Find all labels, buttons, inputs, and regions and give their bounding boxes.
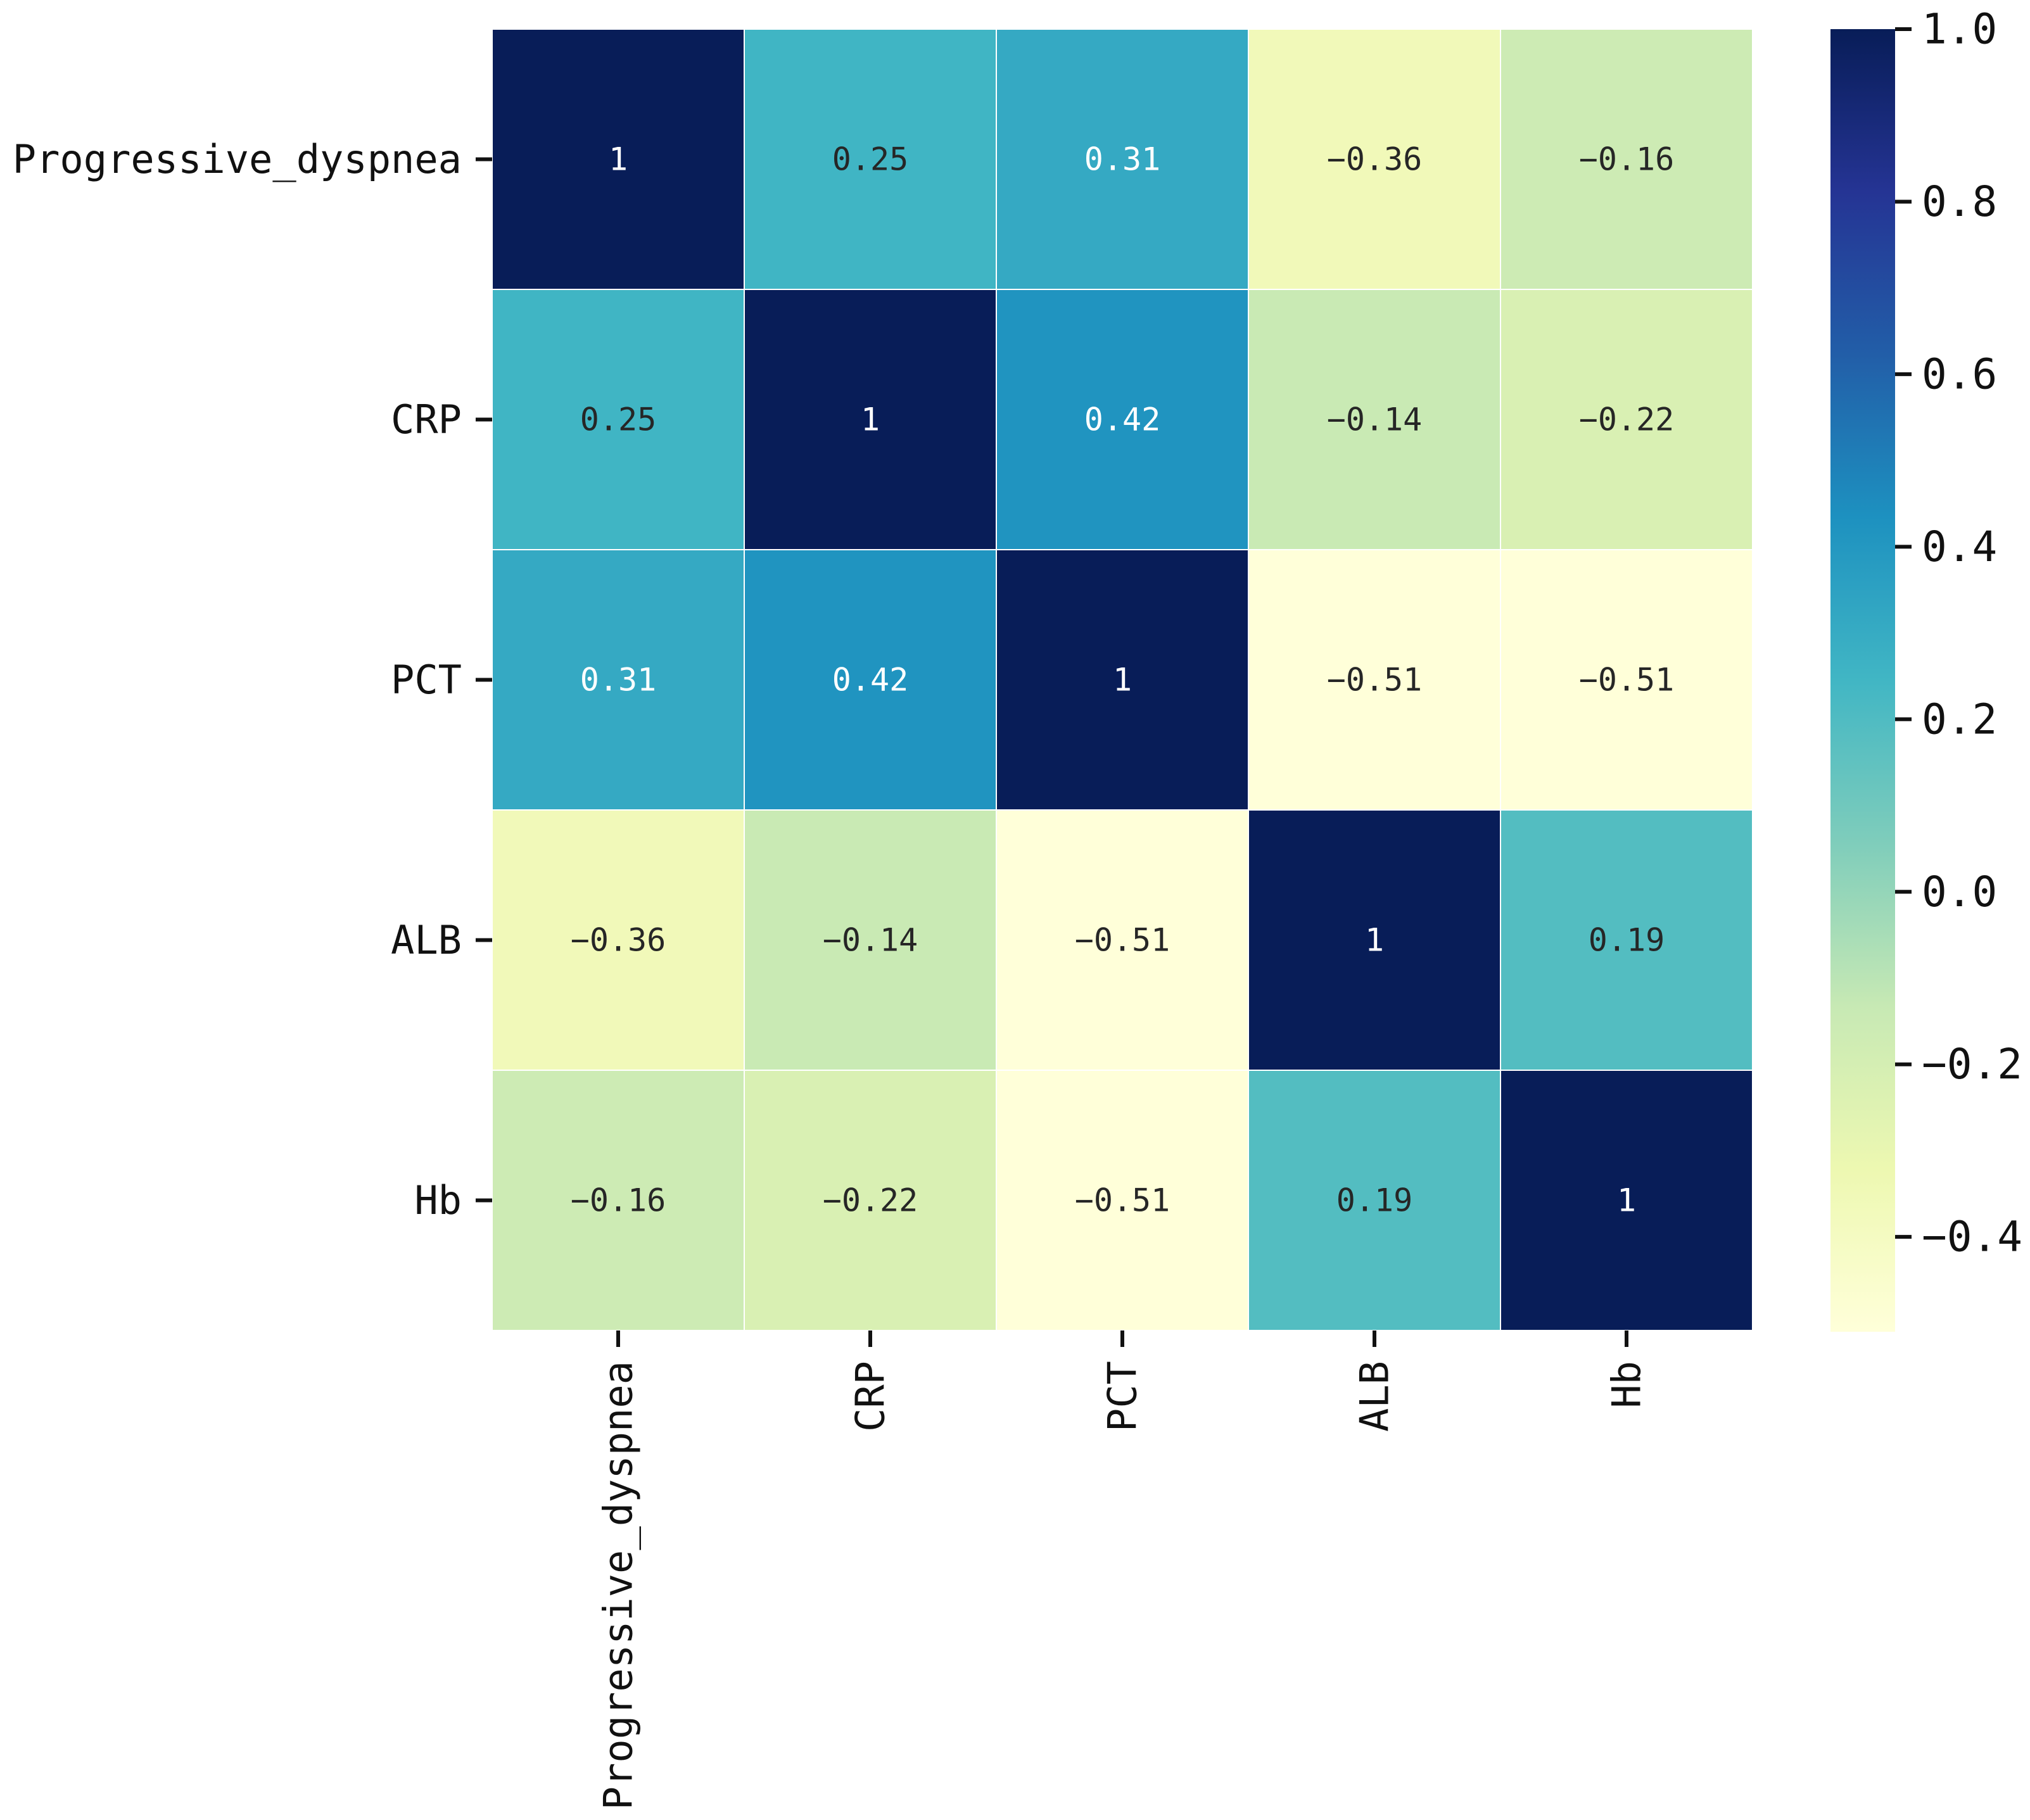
- y-tick-label: ALB: [391, 917, 462, 963]
- heatmap-cell: [744, 809, 997, 1071]
- cell-value-label: −0.51: [1075, 922, 1170, 959]
- cell-value-label: 0.25: [832, 141, 908, 178]
- heatmap-cell-labels: 1 0.25 0.31 −0.36 −0.16 0.25 1 0.42 −0.14 −0.22 0.…: [571, 141, 1675, 1219]
- cell-value-label: 1: [609, 141, 628, 178]
- cell-value-label: −0.14: [1327, 401, 1423, 438]
- heatmap-cell: [492, 1070, 745, 1331]
- cell-value-label: 1: [1617, 1182, 1636, 1219]
- cell-value-label: 0.42: [832, 662, 908, 698]
- cell-value-label: −0.22: [823, 1182, 918, 1219]
- y-tick-label: PCT: [391, 657, 462, 703]
- heatmap-cell: [996, 289, 1249, 550]
- colorbar: 1.0 0.8 0.6 0.4 0.2 0.0 −0.2 −0.4: [1830, 5, 2022, 1332]
- colorbar-rect: [1830, 29, 1895, 1332]
- cell-value-label: −0.51: [1579, 662, 1675, 698]
- y-axis: Progressive_dyspnea CRP PCT ALB Hb: [13, 136, 492, 1223]
- cell-value-label: 0.19: [1589, 922, 1665, 959]
- cell-value-label: −0.36: [571, 922, 666, 959]
- heatmap-cell: [1248, 549, 1501, 811]
- heatmap-cell: [1248, 809, 1501, 1071]
- cell-value-label: 1: [861, 401, 880, 438]
- heatmap-cell: [1500, 289, 1753, 550]
- heatmap-cell: [492, 289, 745, 550]
- heatmap-cell: [492, 28, 745, 290]
- heatmap-cells: [492, 28, 1753, 1331]
- heatmap-cell: [996, 809, 1249, 1071]
- heatmap-cell: [744, 289, 997, 550]
- y-tick-label: Progressive_dyspnea: [13, 136, 462, 182]
- x-tick-label: Hb: [1604, 1361, 1650, 1408]
- heatmap-cell: [996, 1070, 1249, 1331]
- heatmap-cell: [744, 28, 997, 290]
- heatmap-cell: [1500, 28, 1753, 290]
- y-tick-label: Hb: [414, 1177, 462, 1223]
- cell-value-label: −0.22: [1579, 401, 1675, 438]
- cell-value-label: −0.51: [1075, 1182, 1170, 1219]
- cell-value-label: 1: [1365, 922, 1384, 959]
- colorbar-tick-label: 0.0: [1922, 868, 1997, 916]
- cell-value-label: −0.51: [1327, 662, 1423, 698]
- cell-value-label: 0.25: [580, 401, 656, 438]
- heatmap-cell: [996, 28, 1249, 290]
- heatmap-cell: [1500, 809, 1753, 1071]
- cell-value-label: −0.36: [1327, 141, 1423, 178]
- heatmap-cell: [1500, 1070, 1753, 1331]
- x-tick-label: Progressive_dyspnea: [595, 1361, 642, 1810]
- cell-value-label: 0.42: [1084, 401, 1160, 438]
- colorbar-tick-label: 0.4: [1922, 522, 1997, 571]
- cell-value-label: 1: [1113, 662, 1132, 698]
- heatmap-cell: [1500, 549, 1753, 811]
- heatmap-cell: [744, 549, 997, 811]
- cell-value-label: −0.16: [571, 1182, 666, 1219]
- x-tick-label: PCT: [1100, 1361, 1146, 1432]
- colorbar-tick-label: 0.6: [1922, 350, 1997, 398]
- x-tick-label: ALB: [1352, 1361, 1398, 1432]
- colorbar-tick-label: 0.8: [1922, 177, 1997, 226]
- cell-value-label: 0.31: [580, 662, 656, 698]
- x-axis: Progressive_dyspnea CRP PCT ALB Hb: [595, 1330, 1650, 1810]
- cell-value-label: 0.19: [1336, 1182, 1412, 1219]
- colorbar-tick-label: 0.2: [1922, 695, 1997, 743]
- cell-value-label: 0.31: [1084, 141, 1160, 178]
- cell-value-label: −0.16: [1579, 141, 1675, 178]
- colorbar-tick-label: −0.2: [1922, 1040, 2022, 1089]
- x-tick-label: CRP: [847, 1361, 894, 1432]
- colorbar-tick-label: 1.0: [1922, 5, 1997, 54]
- heatmap-cell: [1248, 28, 1501, 290]
- y-tick-label: CRP: [391, 396, 462, 443]
- cell-value-label: −0.14: [823, 922, 918, 959]
- heatmap-cell: [744, 1070, 997, 1331]
- colorbar-tick-label: −0.4: [1922, 1213, 2022, 1261]
- heatmap-cell: [996, 549, 1249, 811]
